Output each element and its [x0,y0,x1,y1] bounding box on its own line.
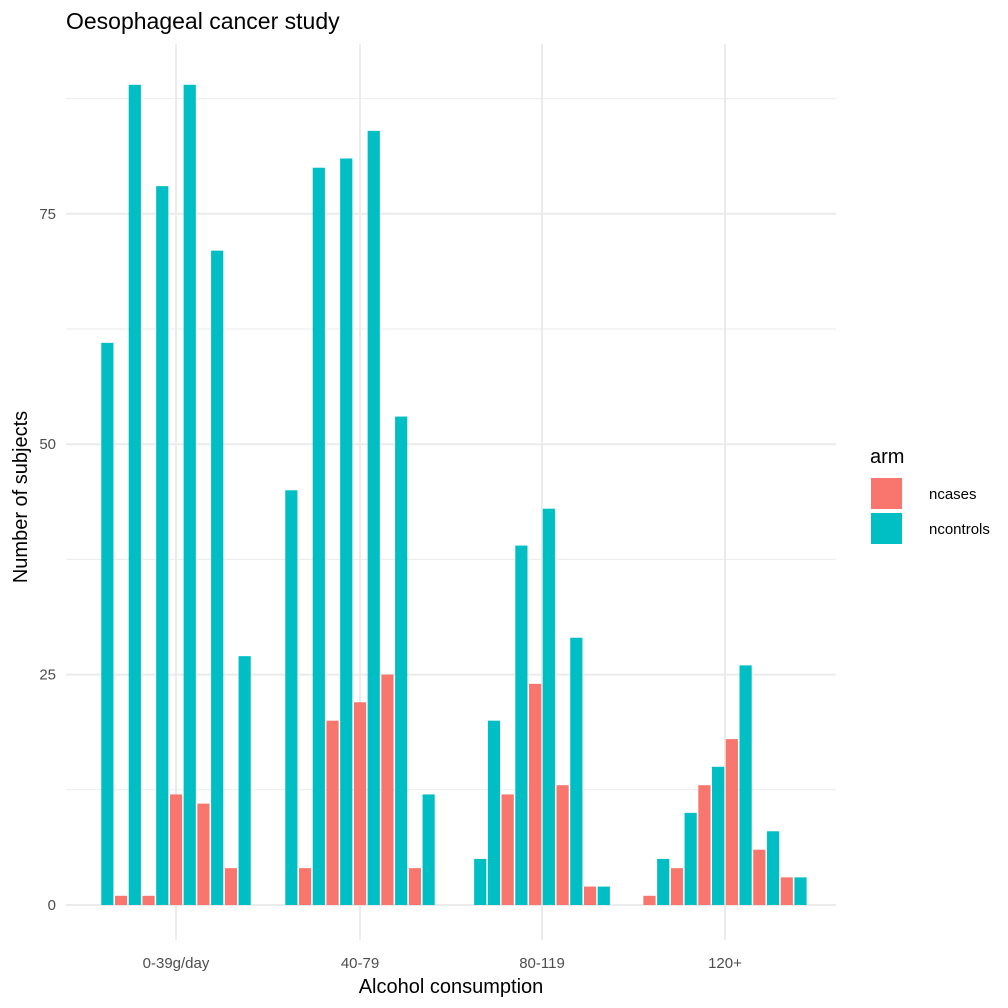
bar-ncontrols [211,250,224,905]
bar-ncontrols [312,167,325,906]
bar-ncases [583,886,597,905]
bar-ncases [197,803,210,905]
bar-ncontrols [367,130,380,906]
x-axis-ticks: 0-39g/day 40-79 80-119 120+ [143,955,742,972]
bar-ncontrols [515,545,528,905]
y-tick-label: 25 [39,667,56,684]
bar-ncases [298,868,312,905]
bar-ncontrols [285,490,298,905]
chart-title: Oesophageal cancer study [66,8,340,34]
bar-ncases [780,877,793,905]
bar-ncontrols [597,886,610,905]
bar-ncases [725,739,738,905]
bar-ncontrols [474,858,487,905]
bar-ncases [169,794,183,905]
bar-ncontrols [422,794,435,905]
bar-ncases [142,895,155,905]
legend: arm ncases ncontrols [870,446,990,544]
bar-ncontrols [101,342,114,905]
bars [101,84,807,906]
bar-ncases [114,895,128,905]
bar-ncases [643,895,656,905]
bar-ncontrols [739,665,752,905]
bar-ncases [753,849,766,905]
legend-title: arm [870,446,904,468]
legend-label-ncases: ncases [929,486,977,503]
bar-ncontrols [238,656,251,905]
bar-ncontrols [183,84,196,905]
bar-ncontrols [684,812,697,905]
y-tick-label: 50 [39,436,56,453]
bar-ncontrols [156,186,169,905]
x-tick-label: 80-119 [519,955,565,972]
bar-ncontrols [340,158,353,905]
y-tick-label: 0 [48,897,56,914]
bar-ncases [556,785,569,905]
bar-ncontrols [712,766,725,905]
bar-ncontrols [128,84,141,905]
x-tick-label: 120+ [708,955,742,972]
bar-ncases [501,794,514,905]
bar-ncontrols [542,508,555,905]
bar-ncases [670,868,684,905]
x-tick-label: 40-79 [341,955,379,972]
y-axis-ticks: 0 25 50 75 [39,206,56,914]
bar-ncases [529,683,542,905]
bar-ncases [381,674,394,905]
bar-ncontrols [570,637,583,905]
legend-label-ncontrols: ncontrols [929,521,990,538]
legend-key-ncases [871,478,902,509]
bar-ncontrols [657,858,670,905]
bar-ncontrols [766,831,780,905]
y-tick-label: 75 [39,206,56,223]
x-axis-title: Alcohol consumption [359,976,544,998]
bar-ncases [408,868,422,905]
legend-key-ncontrols [871,513,902,544]
bar-ncases [698,785,711,905]
y-axis-title: Number of subjects [10,411,32,583]
x-tick-label: 0-39g/day [143,955,210,972]
bar-ncontrols [395,416,408,905]
bar-ncases [326,720,339,905]
bar-ncontrols [794,877,807,905]
bar-ncases [353,702,367,905]
bar-ncases [224,868,238,905]
bar-ncontrols [487,720,501,905]
